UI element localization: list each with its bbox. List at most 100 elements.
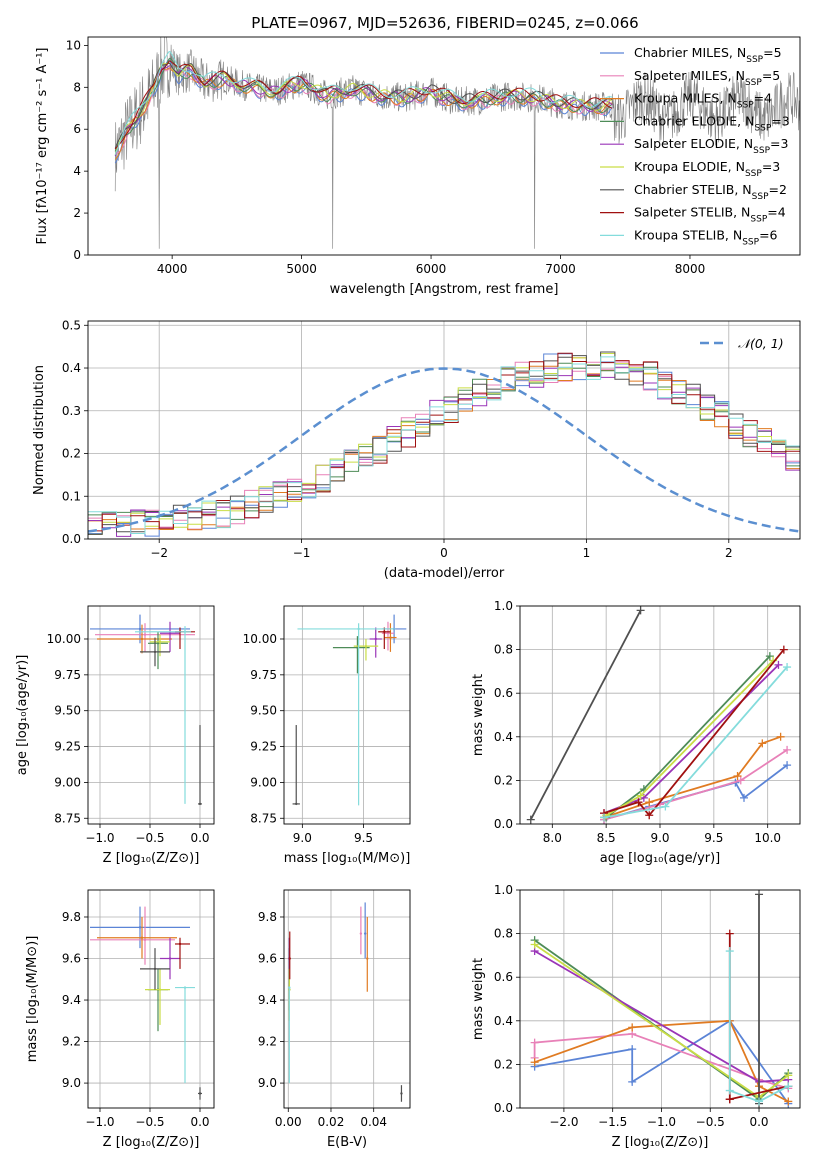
y-tick-label: 0 <box>73 248 81 262</box>
x-tick-label: 4000 <box>157 262 188 276</box>
data-point <box>168 957 172 960</box>
weight-marker <box>628 1077 637 1086</box>
x-tick-label: −2 <box>150 546 168 560</box>
y-tick-label: 6 <box>73 122 81 136</box>
weight-marker <box>784 1071 793 1080</box>
weight-marker <box>600 813 608 822</box>
x-tick-label: −0.5 <box>696 1115 725 1129</box>
y-tick-label: 0.8 <box>494 643 513 657</box>
y-tick-label: 0.8 <box>494 927 513 941</box>
axes-frame <box>519 605 801 825</box>
weight-marker <box>645 798 654 807</box>
x-tick-label: 8000 <box>675 262 706 276</box>
y-tick-label: 2 <box>73 206 81 220</box>
x-tick-label: −1.0 <box>85 1115 114 1129</box>
weight-line <box>603 649 785 817</box>
x-tick-label: 1 <box>583 546 591 560</box>
y-tick-label: 0.4 <box>62 361 81 375</box>
data-point <box>143 938 147 942</box>
y-tick-label: 0.6 <box>494 686 513 700</box>
figure-title: PLATE=0967, MJD=52636, FIBERID=0245, z=0… <box>251 14 638 32</box>
spectrum-panel: 4000 5000 6000 7000 8000 0 2 4 6 8 10 wavelength [A… <box>35 36 801 297</box>
y-tick-label: 10.00 <box>47 632 81 646</box>
weight-marker <box>783 745 792 754</box>
y-tick-label: 0.2 <box>494 1057 513 1071</box>
legend-entry: Salpeter ELODIE, NSSP=3 <box>634 136 788 156</box>
spectrum-model-line <box>114 62 613 155</box>
data-point <box>374 637 377 641</box>
spectrum-model-line <box>114 59 613 164</box>
x-tick-label: −2.0 <box>549 1115 578 1129</box>
histogram-step <box>88 356 800 534</box>
errorbar-plot-area <box>90 614 202 806</box>
y-tick-label: 10 <box>66 38 81 52</box>
weight-marker <box>530 1038 539 1047</box>
x-tick-label: 7000 <box>545 262 576 276</box>
x-tick-label: 8.0 <box>543 831 562 845</box>
x-tick-label: −1 <box>293 546 311 560</box>
y-tick-label: 1.0 <box>494 883 513 897</box>
legend-entry: Chabrier STELIB, NSSP=2 <box>634 182 787 202</box>
y-axis-label: mass weight <box>471 958 486 1040</box>
weight-marker <box>725 947 734 956</box>
x-axis-label: Z [log₁₀(Z/Z⊙)] <box>103 851 200 866</box>
y-tick-label: 10.00 <box>243 632 277 646</box>
legend-entry: Salpeter STELIB, NSSP=4 <box>634 205 786 225</box>
y-tick-label: 9.6 <box>62 952 81 966</box>
x-tick-label: 0.02 <box>318 1115 345 1129</box>
x-tick-label: 0.04 <box>360 1115 387 1129</box>
weight-marker <box>628 1023 637 1032</box>
weight-marker <box>725 1086 734 1095</box>
data-point <box>357 627 360 631</box>
weight-marker <box>634 798 643 807</box>
x-tick-label: 0.0 <box>749 1115 768 1129</box>
y-tick-label: 9.25 <box>54 740 81 754</box>
mass-weight-vs-Z-panel: −2.0 −1.5 −1.0 −0.5 0.0 0.0 0.2 0.4 0.6 0.8 1.0 Z [… <box>471 883 801 1150</box>
y-tick-label: 1.0 <box>494 599 513 613</box>
legend-entry: Kroupa ELODIE, NSSP=3 <box>634 159 780 179</box>
legend-entry: Chabrier MILES, NSSP=5 <box>634 45 782 65</box>
weight-marker <box>628 1045 637 1054</box>
data-point <box>383 630 386 634</box>
spectrum-model-line <box>114 62 613 149</box>
y-tick-label: 9.0 <box>258 1076 277 1090</box>
axes-frame <box>87 36 801 256</box>
weight-marker <box>636 606 645 615</box>
weight-marker <box>736 776 745 785</box>
x-axis-label: Z [log₁₀(Z/Z⊙)] <box>612 1135 709 1150</box>
weight-marker <box>740 793 748 802</box>
weight-marker <box>526 815 535 824</box>
weight-marker <box>725 929 734 938</box>
residuals-panel: −2 −1 0 1 2 0.0 0.1 0.2 0.3 0.4 0.5 (data-model)/er… <box>32 318 801 581</box>
legend-entry: Kroupa STELIB, NSSP=6 <box>634 227 778 247</box>
x-tick-label: −0.5 <box>135 831 164 845</box>
weight-plot-area <box>526 606 792 824</box>
x-axis-label: (data-model)/error <box>384 566 505 581</box>
weight-marker <box>779 645 788 654</box>
mass-vs-Z-panel: −1.0 −0.5 0.0 9.0 9.2 9.4 9.6 9.8 Z [log₁₀(Z/Z⊙)… <box>25 889 215 1150</box>
x-tick-label: 0.0 <box>190 831 209 845</box>
mass-weight-vs-age-panel: 8.0 8.5 9.0 9.5 10.0 0.0 0.2 0.4 0.6 0.8 1.0 age [l… <box>471 599 801 866</box>
weight-marker <box>636 791 645 800</box>
x-tick-label: −0.5 <box>135 1115 164 1129</box>
legend-entry: Salpeter MILES, NSSP=5 <box>634 68 780 88</box>
weight-marker <box>530 1058 539 1067</box>
y-tick-label: 4 <box>73 164 81 178</box>
x-tick-label: 2 <box>725 546 733 560</box>
x-axis-label: wavelength [Angstrom, rest frame] <box>330 282 559 297</box>
weight-marker <box>783 663 792 672</box>
y-tick-label: 0.4 <box>494 730 513 744</box>
spectrum-model-line <box>114 51 613 155</box>
weight-marker <box>645 811 654 820</box>
legend-entry: Kroupa MILES, NSSP=4 <box>634 91 772 111</box>
x-axis-label: E(B-V) <box>327 1135 367 1150</box>
errorbar-plot-area <box>90 906 202 1100</box>
axes-frame <box>283 889 411 1109</box>
data-point <box>363 932 367 935</box>
axes-frame <box>87 320 801 540</box>
data-point <box>143 633 147 636</box>
errorbar-plot-area <box>288 902 403 1102</box>
data-point <box>158 988 162 991</box>
spectrum-model-line <box>114 68 613 155</box>
